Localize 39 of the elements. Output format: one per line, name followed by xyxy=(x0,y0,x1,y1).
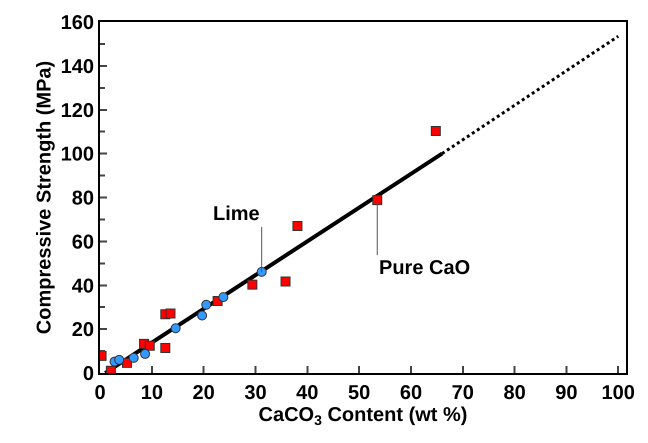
point xyxy=(280,276,291,287)
annotation: Lime xyxy=(213,203,260,225)
point xyxy=(218,292,228,302)
x-tick-label: 20 xyxy=(192,382,215,404)
point xyxy=(160,342,170,353)
point xyxy=(201,300,212,310)
point xyxy=(292,221,302,232)
annotation: Pure CaO xyxy=(379,257,470,279)
y-tick-label: 40 xyxy=(72,275,94,298)
y-tick-label: 60 xyxy=(72,231,94,254)
y-tick-label: 0 xyxy=(82,363,94,385)
point xyxy=(372,195,382,206)
y-tick-label: 140 xyxy=(60,56,94,78)
y-axis-title: Compressive Strength (MPa) xyxy=(34,60,56,334)
point xyxy=(430,126,441,136)
point xyxy=(165,308,176,319)
y-tick-label: 120 xyxy=(60,100,94,122)
point xyxy=(140,348,150,359)
x-tick-label: 90 xyxy=(555,382,578,404)
y-tick-label: 100 xyxy=(60,144,94,166)
x-tick-label: 50 xyxy=(348,382,370,404)
point xyxy=(247,280,258,290)
x-axis-title: CaCO$_{3}$ Content (wt %) xyxy=(258,404,468,428)
x-tick-label: 70 xyxy=(452,382,474,404)
y-tick-label: 80 xyxy=(72,188,94,210)
point xyxy=(114,354,124,365)
x-tick-label: 10 xyxy=(140,382,163,404)
point xyxy=(144,340,155,351)
y-tick-label: 160 xyxy=(60,12,94,34)
x-tick-label: 100 xyxy=(602,382,635,404)
x-tick-label: 60 xyxy=(400,382,422,404)
point xyxy=(256,266,267,277)
point xyxy=(170,323,181,334)
point xyxy=(197,310,208,321)
y-tick-label: 20 xyxy=(72,319,94,342)
x-tick-label: 30 xyxy=(244,382,267,404)
x-tick-label: 40 xyxy=(296,382,318,404)
x-tick-label: 80 xyxy=(503,382,526,404)
point xyxy=(128,352,139,363)
